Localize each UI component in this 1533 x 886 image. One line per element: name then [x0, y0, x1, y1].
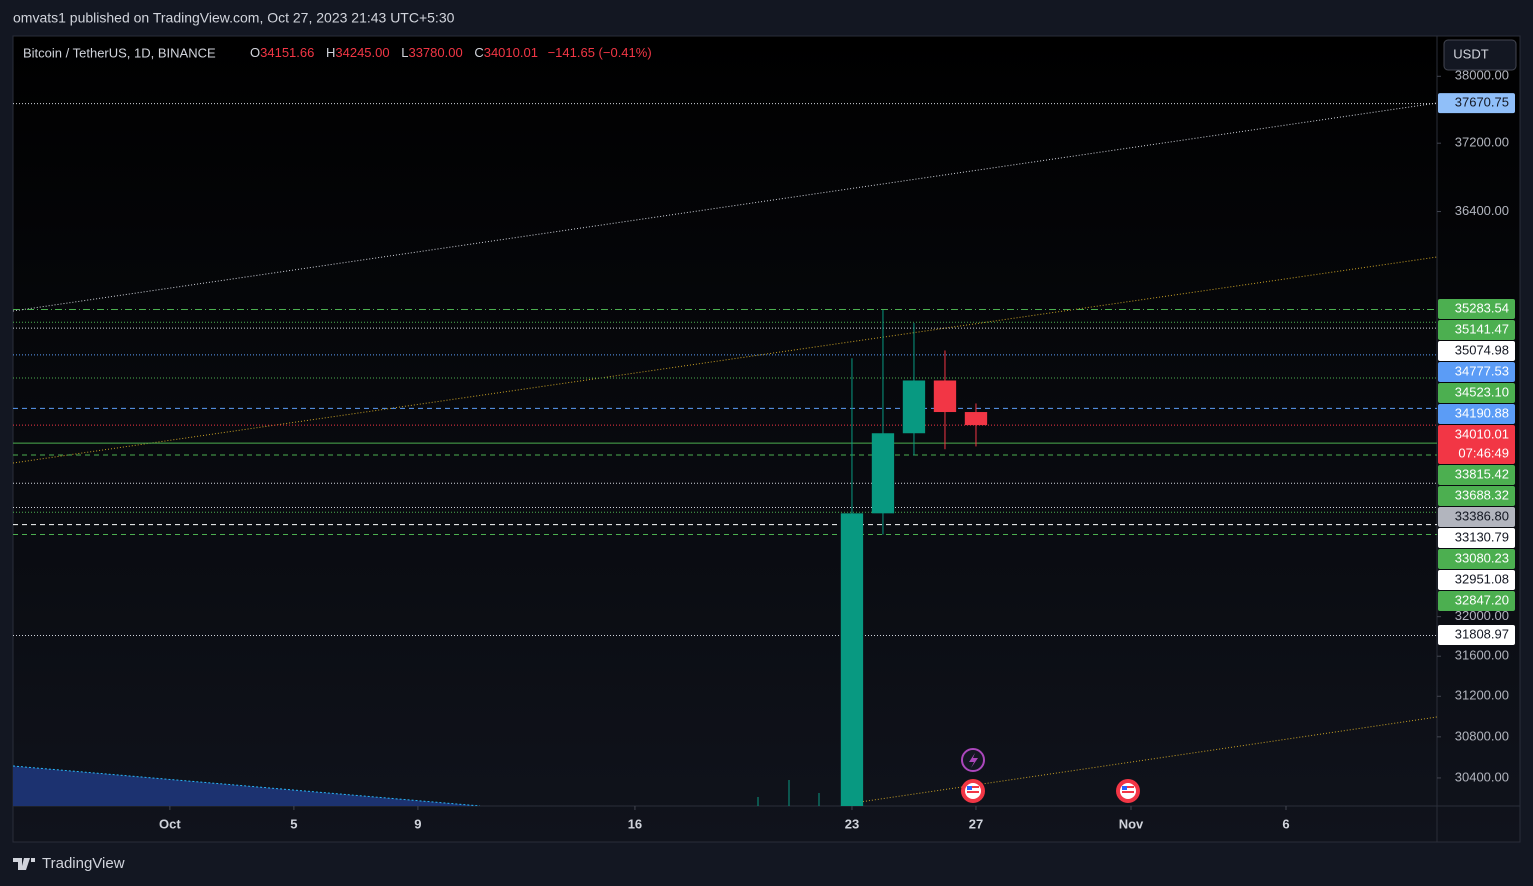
price-label: 34010.01 — [1455, 426, 1509, 441]
c-key: C — [474, 45, 483, 60]
ohlc: O34151.66 H34245.00 L33780.00 C34010.01 … — [250, 45, 652, 60]
price-label: 33130.79 — [1455, 529, 1509, 544]
legend: Bitcoin / TetherUS, 1D, BINANCE O34151.6… — [23, 45, 652, 60]
flag-canton — [1122, 786, 1127, 790]
x-tick-label: Oct — [159, 816, 181, 831]
lightning-icon — [969, 753, 978, 768]
price-label-bg — [1438, 425, 1515, 465]
candle-body — [902, 380, 926, 434]
price-label: 32847.20 — [1455, 592, 1509, 607]
currency-label: USDT — [1453, 46, 1488, 61]
plot-frame — [12, 35, 1521, 843]
flag-stripe — [1122, 791, 1134, 793]
events — [961, 748, 1140, 803]
y-tick-label: 38000.00 — [1455, 68, 1509, 83]
price-label-bg — [1438, 528, 1515, 549]
price-label-bg — [1438, 320, 1515, 341]
y-tick-label: 31200.00 — [1455, 688, 1509, 703]
x-tick-label: 6 — [1282, 816, 1289, 831]
x-tick-label: 16 — [628, 816, 642, 831]
price-label: 33815.42 — [1455, 466, 1509, 481]
price-label-bg — [1438, 383, 1515, 404]
c-value: 34010.01 — [484, 45, 538, 60]
countdown: 07:46:49 — [1458, 445, 1509, 460]
price-label-bg — [1438, 486, 1515, 507]
y-tick-label: 30800.00 — [1455, 728, 1509, 743]
price-label-bg — [1438, 93, 1515, 114]
price-label-bg — [1438, 591, 1515, 612]
price-label: 33386.80 — [1455, 508, 1509, 523]
candle-body — [840, 513, 864, 806]
candle-body — [871, 433, 895, 514]
price-label: 32951.08 — [1455, 571, 1509, 586]
x-tick-label: Nov — [1119, 816, 1144, 831]
price-label: 35141.47 — [1455, 321, 1509, 336]
price-label: 33688.32 — [1455, 487, 1509, 502]
h-value: 34245.00 — [335, 45, 389, 60]
y-tick-label: 37200.00 — [1455, 135, 1509, 150]
price-label-bg — [1438, 299, 1515, 320]
price-label: 31808.97 — [1455, 626, 1509, 641]
logo-icon — [13, 858, 35, 870]
x-tick-label: 5 — [290, 816, 297, 831]
y-tick-label: 32000.00 — [1455, 608, 1509, 623]
price-label-bg — [1438, 507, 1515, 528]
candle-body — [933, 380, 957, 413]
flag-stripe — [967, 786, 979, 788]
price-label-bg — [1438, 362, 1515, 383]
price-label: 35074.98 — [1455, 342, 1509, 357]
flag-stripe — [1122, 786, 1134, 788]
price-label: 35283.54 — [1455, 300, 1509, 315]
x-tick-label: 23 — [845, 816, 859, 831]
h-key: H — [326, 45, 335, 60]
candle-body — [964, 412, 988, 426]
flag-canton — [967, 786, 972, 790]
trend-line — [859, 716, 1437, 803]
price-label-bg — [1438, 465, 1515, 486]
published-header: omvats1 published on TradingView.com, Oc… — [13, 10, 455, 26]
price-label: 34190.88 — [1455, 405, 1509, 420]
y-tick-label: 30400.00 — [1455, 769, 1509, 784]
price-label: 37670.75 — [1455, 95, 1509, 110]
change: −141.65 (−0.41%) — [548, 45, 652, 60]
levels: 37670.75 35283.54 35141.47 35074.98 34777.53… — [13, 93, 1515, 645]
price-label-bg — [1438, 549, 1515, 570]
currency-button[interactable] — [1443, 39, 1517, 71]
price-label: 34523.10 — [1455, 384, 1509, 399]
l-key: L — [401, 45, 408, 60]
logo: TradingView — [13, 855, 125, 872]
price-label-bg — [1438, 570, 1515, 591]
price-label: 34777.53 — [1455, 363, 1509, 378]
x-tick-label: 9 — [414, 816, 421, 831]
price-label-bg — [1438, 341, 1515, 362]
o-value: 34151.66 — [260, 45, 314, 60]
drawings — [13, 102, 1437, 806]
flag-stripe — [967, 791, 979, 793]
l-value: 33780.00 — [408, 45, 462, 60]
o-key: O — [250, 45, 260, 60]
y-tick-label: 36400.00 — [1455, 203, 1509, 218]
symbol: Bitcoin / TetherUS, 1D, BINANCE — [23, 45, 216, 60]
price-label-bg — [1438, 624, 1515, 645]
x-tick-label: 27 — [969, 816, 983, 831]
price-label: 33080.23 — [1455, 550, 1509, 565]
brand: TradingView — [42, 855, 125, 872]
candles — [840, 309, 988, 806]
y-tick-label: 31600.00 — [1455, 648, 1509, 663]
price-label-bg — [1438, 404, 1515, 425]
